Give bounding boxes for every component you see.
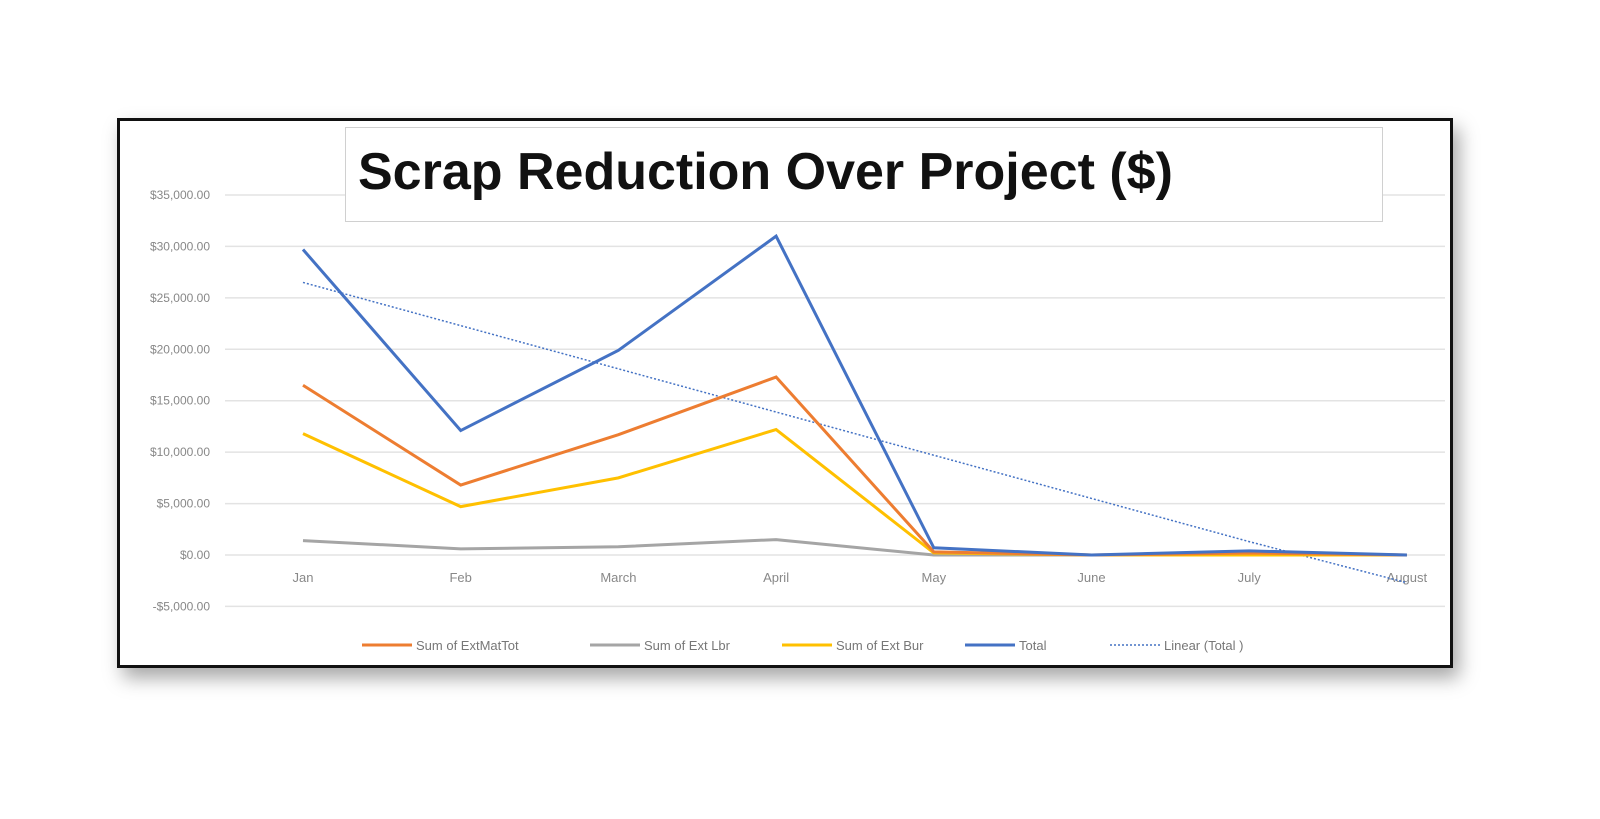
y-tick-label: $5,000.00 xyxy=(157,497,211,511)
x-tick-label: Jan xyxy=(293,570,314,585)
x-tick-label: Feb xyxy=(449,570,471,585)
x-tick-label: March xyxy=(600,570,636,585)
y-tick-label: $10,000.00 xyxy=(150,445,210,459)
x-tick-label: July xyxy=(1238,570,1262,585)
x-tick-label: June xyxy=(1077,570,1105,585)
chart-title: Scrap Reduction Over Project ($) xyxy=(358,143,1173,201)
series-line-sum-of-ext-bur xyxy=(302,427,1407,557)
series-line-sum-of-extmattot xyxy=(302,375,1407,557)
legend-label: Sum of Ext Lbr xyxy=(644,638,731,653)
x-tick-label: April xyxy=(763,570,789,585)
series-line-linear-total xyxy=(302,281,1408,584)
legend-label: Total xyxy=(1019,638,1047,653)
y-tick-label: -$5,000.00 xyxy=(153,599,211,613)
y-tick-label: $15,000.00 xyxy=(150,394,210,408)
y-tick-label: $25,000.00 xyxy=(150,291,210,305)
legend-label: Sum of ExtMatTot xyxy=(416,638,519,653)
x-tick-label: August xyxy=(1387,570,1428,585)
legend-label: Sum of Ext Bur xyxy=(836,638,924,653)
series-line-total xyxy=(301,233,1407,557)
y-tick-label: $30,000.00 xyxy=(150,239,210,253)
y-tick-label: $35,000.00 xyxy=(150,188,210,202)
y-tick-label: $0.00 xyxy=(180,548,210,562)
y-tick-label: $20,000.00 xyxy=(150,342,210,356)
x-tick-label: May xyxy=(922,570,947,585)
chart-title-box: Scrap Reduction Over Project ($) xyxy=(345,127,1383,222)
legend-label: Linear (Total ) xyxy=(1164,638,1243,653)
